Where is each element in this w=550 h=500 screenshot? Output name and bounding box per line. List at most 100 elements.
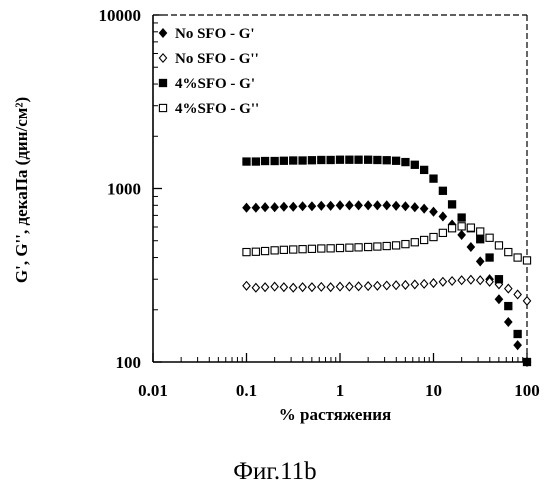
data-point-series-2	[318, 283, 325, 291]
data-point-series-4	[243, 248, 250, 255]
legend-marker-2	[159, 54, 166, 62]
legend-marker-1	[159, 29, 166, 37]
data-point-series-1	[505, 318, 512, 326]
data-point-series-2	[383, 281, 390, 289]
data-point-series-4	[421, 236, 428, 243]
data-point-series-3	[290, 157, 297, 164]
data-point-series-4	[505, 248, 512, 255]
data-point-series-3	[355, 156, 362, 163]
data-point-series-4	[467, 224, 474, 231]
legend-marker-4	[159, 104, 166, 111]
data-point-series-1	[514, 341, 521, 349]
legend-label-3: 4%SFO - G'	[175, 76, 255, 92]
data-point-series-4	[430, 233, 437, 240]
data-point-series-4	[318, 245, 325, 252]
data-point-series-1	[280, 203, 287, 211]
data-point-series-4	[308, 245, 315, 252]
data-point-series-2	[308, 283, 315, 291]
data-point-series-3	[514, 330, 521, 337]
data-point-series-3	[421, 166, 428, 173]
x-tick-label: 100	[514, 381, 540, 400]
data-point-series-1	[430, 207, 437, 215]
data-point-series-2	[327, 283, 334, 291]
data-point-series-1	[495, 295, 502, 303]
y-tick-label: 10000	[99, 6, 142, 25]
data-point-series-2	[467, 276, 474, 284]
data-point-series-3	[402, 158, 409, 165]
data-point-series-2	[346, 282, 353, 290]
data-point-series-1	[467, 243, 474, 251]
data-point-series-3	[299, 157, 306, 164]
x-axis-title: % растяжения	[279, 405, 392, 424]
legend-label-1: No SFO - G'	[175, 26, 255, 42]
data-point-series-3	[252, 158, 259, 165]
data-point-series-2	[477, 276, 484, 284]
data-point-series-3	[430, 175, 437, 182]
data-point-series-4	[439, 229, 446, 236]
data-point-series-4	[261, 247, 268, 254]
data-point-series-2	[299, 283, 306, 291]
data-point-series-4	[383, 242, 390, 249]
data-point-series-1	[271, 203, 278, 211]
data-point-series-1	[346, 201, 353, 209]
data-point-series-3	[458, 214, 465, 221]
data-point-series-4	[523, 257, 530, 264]
figure-caption: Фиг.11b	[0, 458, 550, 486]
data-point-series-3	[271, 157, 278, 164]
data-point-series-4	[252, 248, 259, 255]
data-point-series-4	[271, 247, 278, 254]
data-point-series-4	[374, 243, 381, 250]
data-point-series-1	[365, 201, 372, 209]
data-point-series-4	[392, 242, 399, 249]
x-tick-label: 0.1	[236, 381, 257, 400]
data-point-series-2	[523, 297, 530, 305]
data-point-series-4	[514, 254, 521, 261]
data-point-series-3	[308, 157, 315, 164]
data-point-series-1	[318, 202, 325, 210]
data-point-series-1	[261, 203, 268, 211]
data-point-series-2	[402, 281, 409, 289]
data-point-series-4	[402, 241, 409, 248]
data-point-series-2	[336, 282, 343, 290]
legend-marker-3	[159, 79, 166, 86]
data-point-series-4	[458, 223, 465, 230]
x-tick-label: 1	[336, 381, 345, 400]
data-point-series-1	[355, 201, 362, 209]
data-point-series-3	[505, 302, 512, 309]
data-point-series-3	[411, 161, 418, 168]
y-tick-label: 100	[116, 353, 142, 372]
data-point-series-2	[252, 284, 259, 292]
data-point-series-1	[374, 201, 381, 209]
data-point-series-3	[327, 156, 334, 163]
data-point-series-3	[448, 201, 455, 208]
data-point-series-3	[392, 157, 399, 164]
data-point-series-2	[458, 276, 465, 284]
data-point-series-3	[318, 156, 325, 163]
data-point-series-4	[448, 225, 455, 232]
data-point-series-4	[336, 244, 343, 251]
data-point-series-4	[477, 228, 484, 235]
data-point-series-2	[448, 277, 455, 285]
data-point-series-1	[383, 201, 390, 209]
data-point-series-4	[355, 244, 362, 251]
data-point-series-1	[290, 203, 297, 211]
data-point-series-2	[392, 281, 399, 289]
data-point-series-1	[299, 202, 306, 210]
data-point-series-1	[392, 202, 399, 210]
data-point-series-2	[439, 278, 446, 286]
data-point-series-4	[346, 244, 353, 251]
data-point-series-3	[495, 276, 502, 283]
data-point-series-3	[486, 254, 493, 261]
y-axis-title: G', G'', декаПа (дин/см²)	[12, 97, 31, 283]
data-point-series-3	[383, 157, 390, 164]
data-point-series-4	[299, 246, 306, 253]
data-point-series-3	[523, 358, 530, 365]
data-point-series-4	[495, 242, 502, 249]
data-point-series-3	[280, 157, 287, 164]
data-point-series-4	[327, 245, 334, 252]
data-point-series-2	[365, 282, 372, 290]
data-point-series-2	[411, 280, 418, 288]
data-point-series-4	[280, 246, 287, 253]
data-point-series-1	[402, 202, 409, 210]
